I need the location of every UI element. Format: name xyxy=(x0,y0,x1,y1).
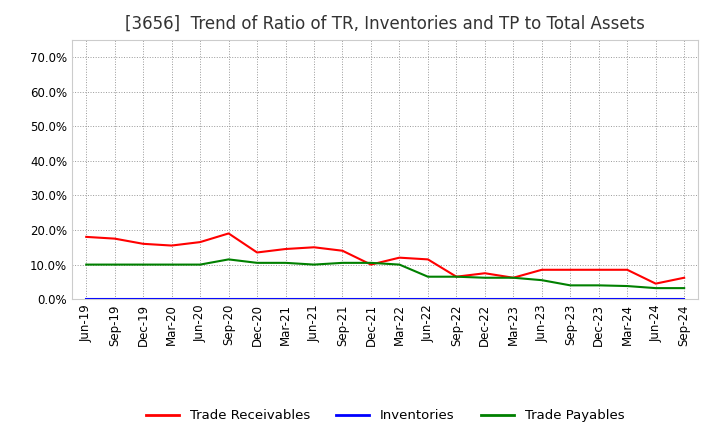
Trade Payables xyxy=(282,260,290,265)
Trade Payables xyxy=(395,262,404,267)
Trade Payables xyxy=(196,262,204,267)
Inventories xyxy=(452,296,461,301)
Inventories xyxy=(595,296,603,301)
Trade Payables xyxy=(537,278,546,283)
Inventories xyxy=(680,296,688,301)
Inventories xyxy=(652,296,660,301)
Trade Payables xyxy=(366,260,375,265)
Trade Receivables xyxy=(509,275,518,280)
Trade Receivables xyxy=(595,267,603,272)
Trade Payables xyxy=(338,260,347,265)
Trade Receivables xyxy=(282,246,290,252)
Title: [3656]  Trend of Ratio of TR, Inventories and TP to Total Assets: [3656] Trend of Ratio of TR, Inventories… xyxy=(125,15,645,33)
Trade Receivables xyxy=(110,236,119,241)
Inventories xyxy=(225,296,233,301)
Trade Receivables xyxy=(366,262,375,267)
Legend: Trade Receivables, Inventories, Trade Payables: Trade Receivables, Inventories, Trade Pa… xyxy=(141,404,629,428)
Trade Payables xyxy=(110,262,119,267)
Trade Payables xyxy=(310,262,318,267)
Trade Receivables xyxy=(623,267,631,272)
Trade Receivables xyxy=(338,248,347,253)
Trade Receivables xyxy=(480,271,489,276)
Inventories xyxy=(167,296,176,301)
Trade Payables xyxy=(623,283,631,289)
Inventories xyxy=(338,296,347,301)
Inventories xyxy=(537,296,546,301)
Trade Payables xyxy=(452,274,461,279)
Inventories xyxy=(82,296,91,301)
Inventories xyxy=(480,296,489,301)
Trade Payables xyxy=(225,257,233,262)
Inventories xyxy=(282,296,290,301)
Trade Receivables xyxy=(395,255,404,260)
Trade Receivables xyxy=(423,257,432,262)
Trade Payables xyxy=(566,283,575,288)
Trade Payables xyxy=(423,274,432,279)
Trade Receivables xyxy=(196,239,204,245)
Trade Payables xyxy=(167,262,176,267)
Inventories xyxy=(395,296,404,301)
Trade Receivables xyxy=(452,274,461,279)
Inventories xyxy=(139,296,148,301)
Trade Payables xyxy=(509,275,518,280)
Trade Receivables xyxy=(537,267,546,272)
Trade Receivables xyxy=(139,241,148,246)
Trade Payables xyxy=(680,286,688,291)
Trade Payables xyxy=(652,286,660,291)
Trade Receivables xyxy=(167,243,176,248)
Trade Receivables xyxy=(82,234,91,239)
Trade Payables xyxy=(595,283,603,288)
Trade Receivables xyxy=(310,245,318,250)
Trade Receivables xyxy=(680,275,688,280)
Inventories xyxy=(110,296,119,301)
Trade Receivables xyxy=(652,281,660,286)
Inventories xyxy=(423,296,432,301)
Inventories xyxy=(253,296,261,301)
Trade Payables xyxy=(253,260,261,265)
Inventories xyxy=(623,296,631,301)
Inventories xyxy=(366,296,375,301)
Line: Trade Receivables: Trade Receivables xyxy=(86,234,684,284)
Inventories xyxy=(566,296,575,301)
Inventories xyxy=(310,296,318,301)
Inventories xyxy=(196,296,204,301)
Trade Payables xyxy=(139,262,148,267)
Trade Receivables xyxy=(225,231,233,236)
Trade Payables xyxy=(82,262,91,267)
Trade Receivables xyxy=(566,267,575,272)
Line: Trade Payables: Trade Payables xyxy=(86,260,684,288)
Trade Receivables xyxy=(253,250,261,255)
Inventories xyxy=(509,296,518,301)
Trade Payables xyxy=(480,275,489,280)
